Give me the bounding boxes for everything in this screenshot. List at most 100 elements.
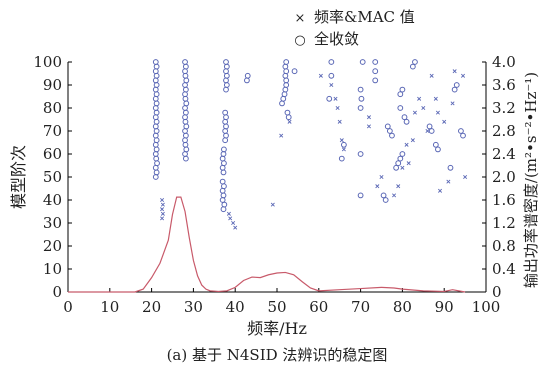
converged-point (338, 155, 345, 162)
converged-point (182, 59, 188, 65)
converged-point (220, 206, 227, 213)
freq-mac-point (270, 202, 275, 207)
converged-point (432, 141, 439, 148)
freq-mac-point (452, 69, 457, 74)
converged-point (182, 86, 189, 93)
converged-point (221, 146, 227, 153)
converged-point (397, 105, 404, 111)
freq-mac-point (228, 216, 233, 221)
converged-point (223, 82, 230, 88)
converged-point (153, 109, 160, 116)
converged-point (372, 68, 379, 75)
converged-point (284, 109, 291, 116)
converged-point (152, 132, 159, 139)
y-right-axis-label: 输出功率谱密度/(m²•s⁻²•Hz⁻¹) (522, 72, 540, 288)
converged-point (182, 128, 188, 134)
converged-point (152, 105, 159, 111)
converged-point (223, 68, 229, 75)
converged-point (182, 137, 188, 144)
freq-mac-point (233, 225, 238, 230)
freq-mac-point (406, 161, 411, 166)
freq-mac-point (392, 193, 397, 198)
converged-point (279, 100, 285, 107)
freq-mac-point (429, 73, 434, 78)
legend: × 频率&MAC 值 ○ 全收敛 (294, 8, 414, 48)
converged-point (340, 141, 347, 148)
x-tick-labels: 0 10 20 30 40 50 60 70 80 90 100 (63, 288, 500, 316)
converged-point (152, 68, 159, 75)
converged-point (357, 86, 364, 93)
converged-point (281, 91, 288, 98)
converged-point (220, 151, 227, 157)
x-tick-label: 80 (393, 298, 412, 316)
freq-mac-point (463, 174, 468, 180)
converged-point (403, 118, 410, 125)
converged-point (358, 95, 365, 102)
freq-mac-point (335, 105, 340, 111)
y-right-tick-labels: 0 0.4 0.8 1.2 1.6 2.0 2.4 2.8 3.2 3.6 4.0 (482, 53, 516, 301)
converged-point (382, 197, 389, 203)
converged-point (153, 155, 160, 162)
converged-point (221, 160, 227, 167)
converged-point (283, 82, 290, 88)
converged-point (428, 128, 435, 134)
x-axis-label: 频率/Hz (247, 319, 307, 338)
x-tick-label: 70 (351, 298, 370, 316)
converged-point (182, 91, 188, 98)
freq-mac-point (450, 101, 455, 106)
x-tick-label: 40 (226, 298, 245, 316)
converged-point (183, 146, 190, 153)
converged-point (357, 105, 364, 111)
converged-point (283, 59, 290, 65)
converged-point (401, 114, 408, 121)
legend-label-converged: 全收敛 (314, 30, 359, 48)
converged-point (384, 123, 391, 130)
converged-point (223, 59, 229, 65)
y-right-tick-label: 0.8 (492, 237, 516, 255)
y-left-tick-label: 60 (43, 145, 62, 163)
converged-point (291, 68, 298, 75)
converged-point (372, 77, 379, 84)
converged-point (153, 128, 160, 134)
converged-point (152, 151, 159, 157)
converged-point (328, 72, 335, 79)
y-left-tick-label: 100 (33, 53, 62, 71)
freq-mac-point (329, 82, 334, 88)
converged-point (219, 197, 226, 203)
psd-curve (68, 196, 466, 293)
converged-point (397, 155, 404, 162)
freq-mac-point (366, 115, 371, 120)
converged-point (222, 128, 229, 134)
freq-mac-point (425, 128, 430, 134)
converged-point (397, 91, 404, 98)
freq-mac-point (396, 184, 401, 189)
y-left-axis-label: 模型阶次 (9, 145, 28, 209)
converged-point (153, 63, 160, 70)
converged-point (435, 146, 441, 153)
freq-mac-point (318, 73, 323, 78)
converged-point (280, 95, 287, 102)
converged-point (182, 105, 188, 111)
y-left-tick-label: 80 (43, 99, 62, 117)
converged-point (223, 63, 230, 70)
freq-mac-point (433, 96, 438, 101)
freq-mac-point (410, 138, 415, 143)
freq-mac-point (400, 165, 405, 170)
x-tick-label: 20 (142, 298, 161, 316)
converged-point (153, 82, 160, 88)
converged-point (380, 192, 387, 199)
converged-point (182, 132, 189, 139)
converged-point (393, 164, 400, 171)
freq-mac-point (446, 179, 451, 184)
freq-mac-point (160, 202, 165, 207)
converged-point (219, 178, 226, 185)
freq-mac-point (231, 220, 236, 226)
freq-mac-point (160, 197, 165, 203)
converged-point (223, 86, 229, 93)
converged-point (152, 164, 159, 171)
converged-point (412, 59, 418, 65)
x-tick-label: 50 (267, 298, 286, 316)
freq-mac-point (160, 207, 165, 212)
converged-point (222, 118, 229, 125)
